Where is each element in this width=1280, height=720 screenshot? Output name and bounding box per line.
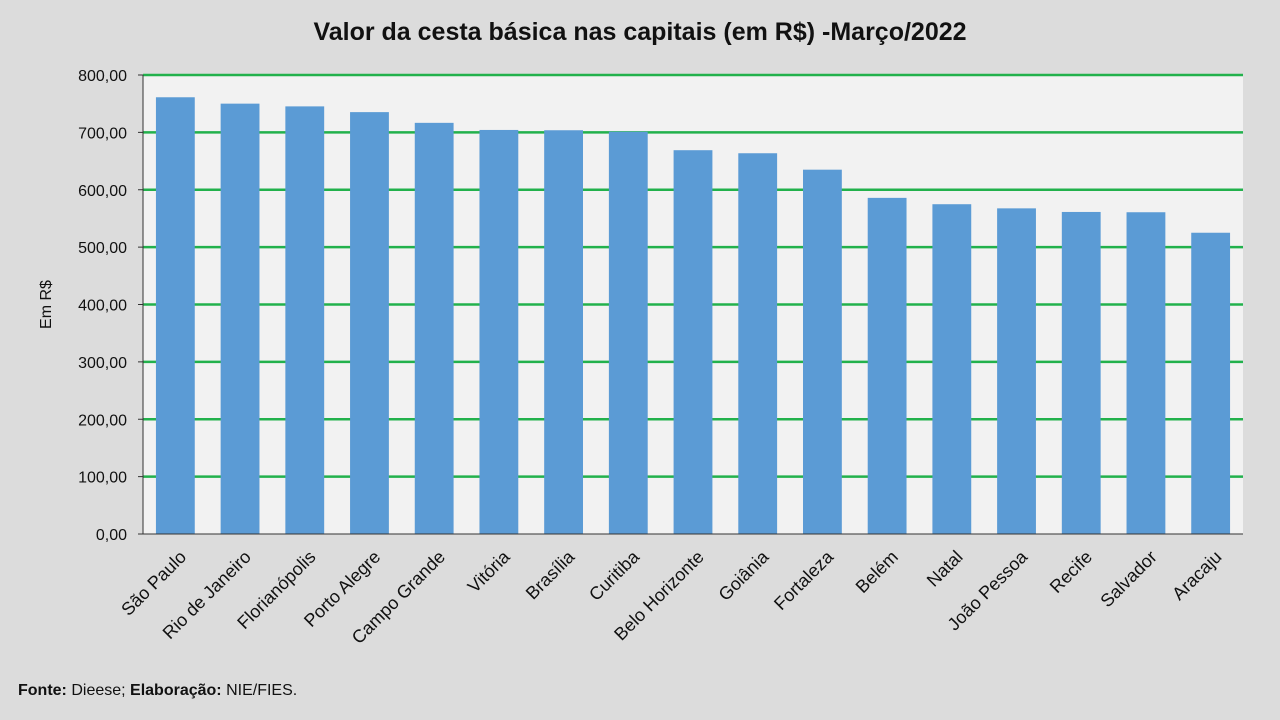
bar	[285, 106, 325, 534]
bar	[544, 130, 583, 534]
elaboration-value: NIE/FIES.	[226, 682, 298, 699]
bar	[350, 112, 389, 534]
y-tick-label: 800,00	[78, 68, 127, 85]
bar	[738, 153, 778, 534]
bar	[608, 131, 648, 534]
bars	[155, 97, 1231, 535]
bar	[867, 197, 907, 534]
y-tick-label: 700,00	[78, 125, 127, 142]
x-tick-label: Curitiba	[585, 546, 644, 605]
y-axis-ticks: 0,00 100,00 200,00 300,00 400,00 500,00 600,00…	[78, 68, 143, 544]
y-tick-label: 200,00	[78, 412, 127, 429]
bar	[1191, 232, 1231, 534]
x-tick-label: Salvador	[1096, 547, 1160, 611]
y-tick-label: 100,00	[78, 470, 127, 487]
x-tick-label: Vitória	[464, 546, 515, 597]
bar	[220, 103, 260, 534]
bar	[1126, 212, 1166, 534]
y-tick-label: 600,00	[78, 183, 127, 200]
x-tick-label: Natal	[923, 547, 967, 591]
chart-title: Valor da cesta básica nas capitais (em R…	[313, 18, 967, 46]
x-tick-label: Brasília	[522, 546, 579, 603]
elaboration-label: Elaboração:	[130, 682, 222, 699]
x-tick-label: Aracaju	[1168, 547, 1225, 604]
bar	[479, 129, 519, 534]
source-label: Fonte:	[18, 682, 67, 699]
x-tick-label: Belém	[852, 547, 902, 597]
bar	[155, 97, 195, 534]
x-tick-label: Goiânia	[715, 546, 774, 605]
bar	[803, 169, 842, 534]
y-axis-title: Em R$	[38, 280, 55, 329]
source-value: Dieese;	[71, 682, 126, 699]
x-tick-label: Recife	[1046, 547, 1096, 597]
y-tick-label: 400,00	[78, 298, 127, 315]
bar	[1061, 211, 1101, 534]
bar	[997, 208, 1036, 534]
y-tick-label: 300,00	[78, 355, 127, 372]
bar-chart: 0,00 100,00 200,00 300,00 400,00 500,00 600,00…	[38, 68, 1243, 648]
y-tick-label: 0,00	[96, 527, 127, 544]
bar	[673, 150, 713, 534]
bar	[932, 204, 972, 534]
x-tick-label: Fortaleza	[770, 546, 838, 614]
bar	[414, 122, 454, 535]
source-note: Fonte: Dieese; Elaboração: NIE/FIES.	[18, 682, 297, 700]
y-tick-label: 500,00	[78, 240, 127, 257]
